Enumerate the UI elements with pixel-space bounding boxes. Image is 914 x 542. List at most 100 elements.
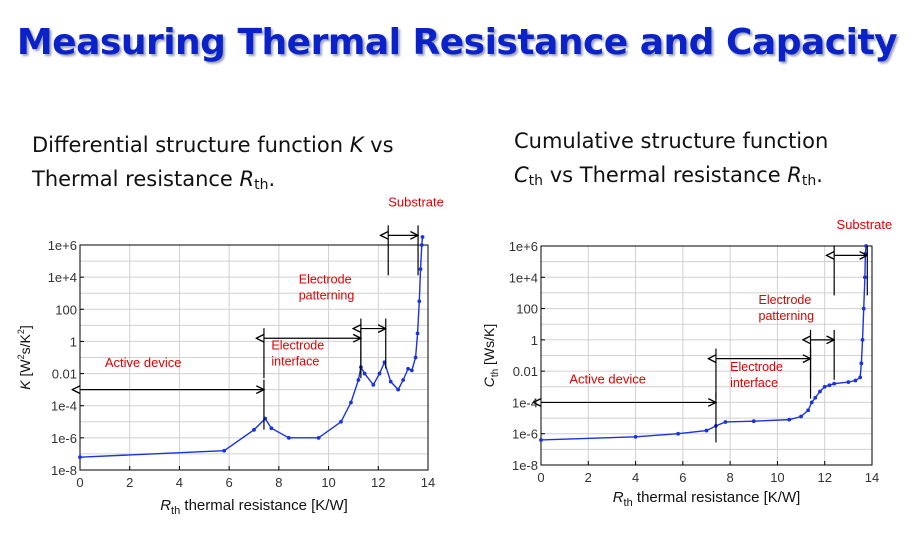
data-point <box>861 306 866 311</box>
y-tick-label: 1e-8 <box>51 463 77 478</box>
annotation-label: Substrate <box>388 194 444 209</box>
y-tick-label: 1e-6 <box>51 431 77 446</box>
data-point <box>419 243 424 247</box>
y-tick-label: 100 <box>55 302 77 317</box>
data-point <box>846 380 851 384</box>
data-point <box>286 435 291 440</box>
y-tick-label: 1 <box>531 333 538 348</box>
annotation-label: Electrode interface <box>271 338 324 368</box>
y-tick-label: 1e-4 <box>512 395 538 410</box>
left-caption-line-1: Differential structure function K vs <box>32 133 394 157</box>
data-point <box>539 438 543 442</box>
data-point <box>827 383 832 388</box>
x-tick-label: 4 <box>176 475 183 490</box>
data-point <box>252 427 256 432</box>
data-point <box>832 381 837 386</box>
data-point <box>388 379 393 384</box>
x-tick-label: 6 <box>679 470 686 485</box>
x-tick-label: 14 <box>865 470 879 485</box>
y-tick-label: 1 <box>70 334 77 349</box>
slide-title: Measuring Thermal Resistance and Capacit… <box>16 22 898 63</box>
y-tick-label: 1e-8 <box>512 458 538 473</box>
y-axis-label: K [W2s/K2] <box>16 325 33 390</box>
y-tick-label: 0.01 <box>513 364 538 379</box>
data-point <box>415 331 420 336</box>
data-point <box>371 382 376 387</box>
data-line <box>540 245 867 441</box>
annotation-label: Electrode patterning <box>299 273 355 303</box>
annotation-label: Substrate <box>837 217 893 232</box>
data-point <box>676 431 681 436</box>
data-point <box>799 414 803 419</box>
y-axis-label: Cth [Ws/K] <box>481 324 501 388</box>
x-tick-label: 4 <box>632 470 639 485</box>
y-tick-label: 1e-6 <box>512 427 538 442</box>
annotation-label: Electrode interface <box>730 360 783 390</box>
data-point <box>401 378 406 382</box>
data-point <box>362 371 367 376</box>
annotation-label: Electrode patterning <box>759 293 815 323</box>
x-tick-label: 8 <box>275 475 282 490</box>
x-axis-label: Rth thermal resistance [K/W] <box>160 497 348 517</box>
data-point <box>396 387 401 392</box>
annotation-label: Active device <box>569 372 646 387</box>
data-point <box>406 366 411 371</box>
y-tick-label: 1e+4 <box>48 270 77 285</box>
data-point <box>413 355 418 360</box>
right-caption-line-2: Cth vs Thermal resistance Rth. <box>514 163 823 189</box>
x-tick-label: 0 <box>537 470 544 485</box>
data-point <box>420 235 425 239</box>
data-point <box>822 384 827 389</box>
x-tick-label: 10 <box>770 470 784 485</box>
left-caption: Differential structure function K vs The… <box>32 128 394 196</box>
plot-frame <box>79 244 429 471</box>
data-point <box>222 448 227 453</box>
y-tick-label: 1e-4 <box>51 399 77 414</box>
data-point <box>417 299 422 304</box>
data-point <box>704 428 709 433</box>
data-point <box>409 368 414 373</box>
x-tick-label: 2 <box>126 475 133 490</box>
y-tick-label: 1e+6 <box>509 239 538 254</box>
data-point <box>863 275 867 280</box>
x-tick-label: 14 <box>421 475 435 490</box>
left-caption-line-2: Thermal resistance Rth. <box>32 167 276 193</box>
right-caption-line-1: Cumulative structure function <box>514 129 829 153</box>
data-point <box>633 434 638 439</box>
x-tick-label: 10 <box>321 475 335 490</box>
data-point <box>78 455 82 460</box>
data-point <box>377 371 382 376</box>
x-tick-label: 6 <box>226 475 233 490</box>
y-tick-label: 0.01 <box>52 367 77 382</box>
data-point <box>339 419 343 424</box>
data-point <box>356 378 361 382</box>
data-point <box>818 389 822 394</box>
y-tick-label: 1e+4 <box>509 270 538 285</box>
data-point <box>859 361 864 366</box>
plot-frame <box>540 245 873 466</box>
data-point <box>860 337 865 342</box>
data-point <box>858 375 863 380</box>
data-point <box>316 435 321 440</box>
data-point <box>787 417 792 422</box>
x-axis-label: Rth thermal resistance [K/W] <box>613 489 801 509</box>
data-point <box>269 426 274 431</box>
data-point <box>349 400 353 405</box>
data-point <box>809 400 814 405</box>
x-tick-label: 12 <box>817 470 831 485</box>
data-point <box>751 419 756 424</box>
y-tick-label: 1e+6 <box>48 238 77 253</box>
data-line <box>79 236 424 458</box>
annotation-label: Active device <box>105 355 182 370</box>
x-tick-label: 2 <box>585 470 592 485</box>
data-point <box>806 408 811 413</box>
data-point <box>853 378 858 383</box>
data-point <box>723 420 728 424</box>
y-tick-label: 100 <box>516 302 538 317</box>
data-point <box>418 267 423 272</box>
data-point <box>813 395 818 400</box>
right-caption: Cumulative structure function Cth vs The… <box>514 124 828 192</box>
x-tick-label: 12 <box>371 475 385 490</box>
